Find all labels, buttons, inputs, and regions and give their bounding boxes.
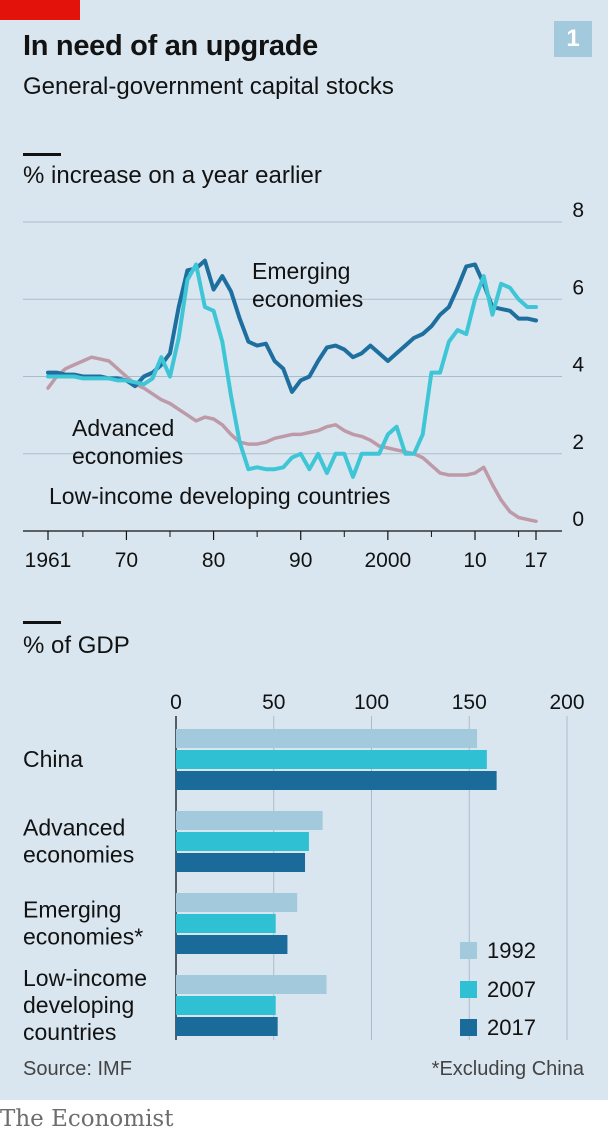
line-section-label: % increase on a year earlier <box>23 162 322 189</box>
bar-2007 <box>176 914 276 933</box>
bar-1992 <box>176 893 298 912</box>
category-label: Advanced <box>23 815 125 841</box>
x-tick-label: 90 <box>289 549 312 572</box>
category-label: Low-income <box>23 965 147 991</box>
bar-section-label: % of GDP <box>23 632 130 659</box>
x-tick-label: 80 <box>202 549 225 572</box>
chart-number-badge: 1 <box>554 21 592 57</box>
y-tick-label: 0 <box>572 508 584 531</box>
label-emerging-line1: Emerging <box>252 258 350 284</box>
y-tick-label: 4 <box>572 354 584 377</box>
label-lowincome: Low-income developing countries <box>49 483 390 509</box>
category-label: economies <box>23 842 134 868</box>
legend-swatch-1992 <box>460 942 477 959</box>
category-label: China <box>23 746 83 772</box>
x-tick-label: 2000 <box>364 549 411 572</box>
x-tick-label: 50 <box>262 691 285 714</box>
bar-2007 <box>176 750 487 769</box>
legend-label: 2017 <box>487 1015 536 1040</box>
brand-red-tag <box>0 0 80 20</box>
chart-panel <box>0 0 608 1100</box>
bar-2017 <box>176 935 288 954</box>
footnote: *Excluding China <box>431 1058 584 1080</box>
x-tick-label: 10 <box>463 549 486 572</box>
bar-section-rule <box>23 621 61 624</box>
bar-1992 <box>176 811 323 830</box>
x-tick-label: 0 <box>170 691 182 714</box>
label-emerging-line2: economies <box>252 286 363 312</box>
category-label: economies* <box>23 924 143 950</box>
bar-2017 <box>176 771 497 790</box>
line-section-rule <box>23 153 61 156</box>
chart-subtitle: General-government capital stocks <box>23 73 394 100</box>
series-line-lowincome <box>46 262 538 479</box>
x-tick-label: 100 <box>354 691 389 714</box>
y-tick-label: 6 <box>572 276 584 299</box>
category-label: Emerging <box>23 897 121 923</box>
legend-swatch-2007 <box>460 981 477 998</box>
x-tick-label: 150 <box>452 691 487 714</box>
source-note: Source: IMF <box>23 1058 132 1080</box>
bar-2007 <box>176 832 309 851</box>
y-tick-label: 2 <box>572 431 584 454</box>
bar-2017 <box>176 1017 278 1036</box>
legend-label: 1992 <box>487 938 536 963</box>
bar-1992 <box>176 729 478 748</box>
chart-title: In need of an upgrade <box>23 30 319 62</box>
x-tick-label: 1961 <box>25 549 72 572</box>
economist-brand: The Economist <box>0 1106 174 1132</box>
legend-label: 2007 <box>487 977 536 1002</box>
label-advanced-line1: Advanced <box>72 415 174 441</box>
x-tick-label: 200 <box>549 691 584 714</box>
x-tick-label: 70 <box>115 549 138 572</box>
bar-2007 <box>176 996 276 1015</box>
y-tick-label: 8 <box>572 199 584 222</box>
bar-1992 <box>176 975 327 994</box>
legend-swatch-2017 <box>460 1019 477 1036</box>
label-advanced-line2: economies <box>72 443 183 469</box>
category-label: developing <box>23 992 134 1018</box>
category-label: countries <box>23 1019 116 1045</box>
x-tick-label: 17 <box>524 549 547 572</box>
bar-2017 <box>176 853 306 872</box>
